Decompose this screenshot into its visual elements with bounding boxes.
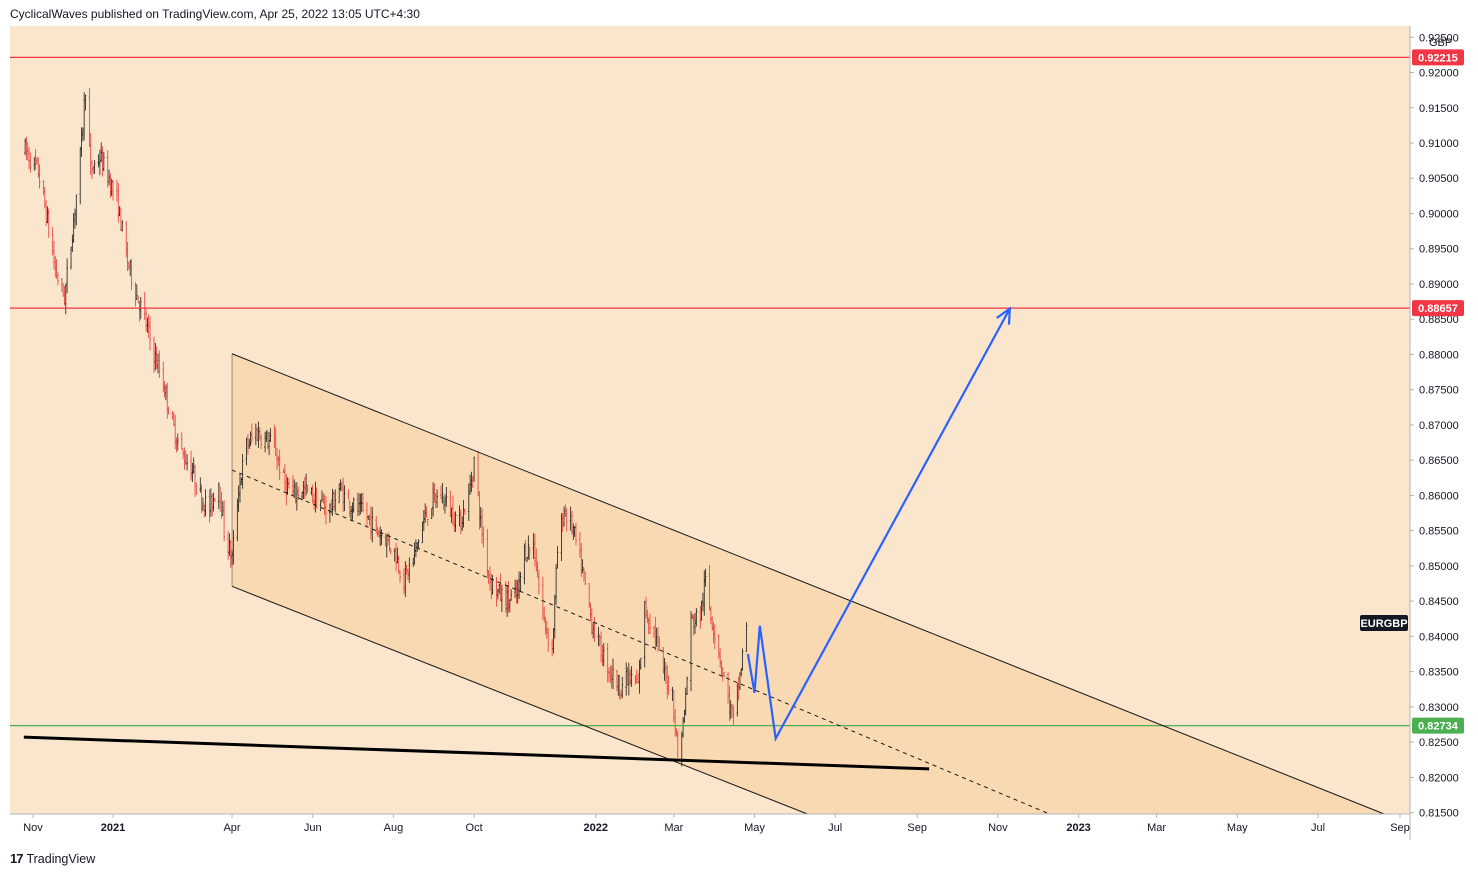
price-tick-label: 0.91000: [1419, 138, 1459, 150]
price-tick-label: 0.86500: [1419, 455, 1459, 467]
currency-label: GBP: [1429, 37, 1452, 49]
price-tick-label: 0.87000: [1419, 420, 1459, 432]
time-tick-label: Mar: [664, 822, 683, 834]
price-tick-label: 0.92000: [1419, 68, 1459, 80]
price-tick-label: 0.85000: [1419, 561, 1459, 573]
price-tick-label: 0.92500: [1419, 32, 1459, 44]
footer-brand[interactable]: 17 TradingView: [10, 851, 95, 866]
price-tick-label: 0.90000: [1419, 208, 1459, 220]
time-tick-label: Apr: [223, 822, 240, 834]
level-price-badge: [1412, 49, 1464, 66]
price-tick-label: 0.82500: [1419, 737, 1459, 749]
price-tick-label: 0.89000: [1419, 279, 1459, 291]
time-tick-label: Nov: [23, 822, 43, 834]
price-tick-label: 0.87500: [1419, 385, 1459, 397]
level-price-text: 0.82734: [1418, 721, 1459, 733]
time-tick-label: 2023: [1066, 822, 1090, 834]
time-tick-label: May: [744, 822, 765, 834]
time-tick-label: Jul: [1311, 822, 1325, 834]
long-term-trendline: [23, 735, 930, 771]
level-price-badge: [1412, 717, 1464, 734]
price-tick-label: 0.86000: [1419, 490, 1459, 502]
price-tick-label: 0.84500: [1419, 596, 1459, 608]
time-tick-label: 2021: [101, 822, 125, 834]
channel-midline: [231, 469, 1050, 815]
price-tick-label: 0.85500: [1419, 526, 1459, 538]
projection-path: [746, 308, 1011, 743]
price-tick-label: 0.84000: [1419, 631, 1459, 643]
channel-upper-line: [231, 353, 1385, 815]
price-tick-label: 0.82000: [1419, 772, 1459, 784]
projection-arrowhead: [996, 306, 1012, 325]
level-price-text: 0.88657: [1418, 303, 1458, 315]
price-tick-label: 0.88000: [1419, 349, 1459, 361]
channel-lower-line: [231, 585, 808, 815]
time-tick-label: Oct: [466, 822, 483, 834]
time-tick-label: Jul: [828, 822, 842, 834]
price-tick-label: 0.89500: [1419, 244, 1459, 256]
time-tick-label: Mar: [1147, 822, 1166, 834]
level-labels: 0.92215 0.88657 0.82734 EURGBP: [1360, 49, 1464, 734]
price-tick-label: 0.83000: [1419, 702, 1459, 714]
tradingview-logo-icon: 17: [10, 851, 24, 866]
price-tick-label: 0.90500: [1419, 173, 1459, 185]
time-tick-label: May: [1227, 822, 1248, 834]
time-tick-label: Sep: [1390, 822, 1410, 834]
level-price-badge: [1412, 300, 1464, 317]
footer-brand-text: TradingView: [26, 851, 96, 866]
drawings-group: [10, 56, 1410, 815]
time-tick-label: 2022: [584, 822, 608, 834]
time-tick-label: Jun: [304, 822, 322, 834]
symbol-badge-text: EURGBP: [1360, 618, 1407, 630]
price-tick-label: 0.83500: [1419, 667, 1459, 679]
price-axis[interactable]: 0.92500 0.92000 0.91500 0.91000 0.90500 0.900…: [1410, 32, 1459, 820]
time-axis[interactable]: Nov 2021 Apr Jun Aug Oct 2022 Mar May Jul Sep Nov 20…: [23, 814, 1410, 834]
price-tick-label: 0.81500: [1419, 808, 1459, 820]
level-price-text: 0.92215: [1418, 52, 1458, 64]
time-tick-label: Aug: [384, 822, 404, 834]
time-tick-label: Sep: [907, 822, 927, 834]
symbol-badge: [1360, 615, 1408, 631]
publish-info: CyclicalWaves published on TradingView.c…: [10, 7, 420, 21]
price-tick-label: 0.91500: [1419, 103, 1459, 115]
price-tick-label: 0.88500: [1419, 314, 1459, 326]
time-tick-label: Nov: [988, 822, 1008, 834]
